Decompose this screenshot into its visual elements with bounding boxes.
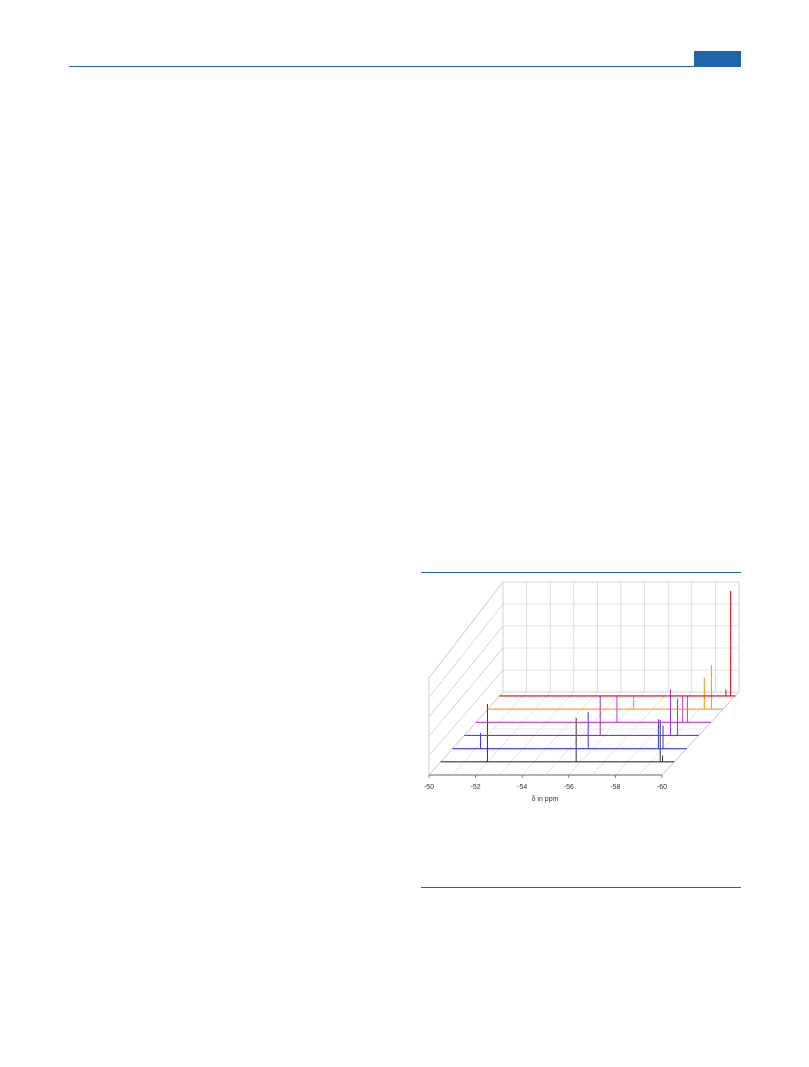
- figure-top-rule: [421, 572, 741, 573]
- left-wall-gridline: [428, 647, 504, 737]
- floor-gridline: [522, 691, 598, 776]
- floor-gridline: [475, 691, 551, 776]
- x-axis-label: δ in ppm: [532, 796, 559, 803]
- floor-gridline: [638, 691, 716, 776]
- chart-grid: [428, 581, 740, 776]
- x-tick-label: -56: [564, 784, 574, 791]
- header-color-tab: [694, 51, 741, 66]
- floor-gridline: [545, 691, 622, 776]
- x-tick-label: -58: [610, 784, 620, 791]
- left-wall-gridline: [428, 625, 504, 717]
- floor-gridline: [452, 691, 527, 776]
- left-wall-top-edge: [428, 581, 504, 679]
- x-tick-label: -60: [657, 784, 667, 791]
- floor-gridline: [615, 691, 692, 776]
- floor-gridline: [568, 691, 645, 776]
- floor-right-edge: [661, 691, 740, 776]
- chart-series: [440, 590, 736, 763]
- header-rule: [69, 66, 741, 67]
- x-tick-label: -50: [424, 784, 434, 791]
- floor-gridline: [498, 691, 574, 776]
- figure-bottom-rule: [421, 887, 741, 888]
- x-tick-label: -52: [471, 784, 481, 791]
- floor-left-edge: [428, 691, 504, 776]
- left-wall-gridline: [428, 603, 504, 698]
- left-wall-gridline: [428, 669, 504, 756]
- x-axis-ticks: -50 -52 -54 -56 -58 -60: [424, 775, 667, 791]
- floor-gridline: [591, 691, 669, 776]
- x-tick-label: -54: [517, 784, 527, 791]
